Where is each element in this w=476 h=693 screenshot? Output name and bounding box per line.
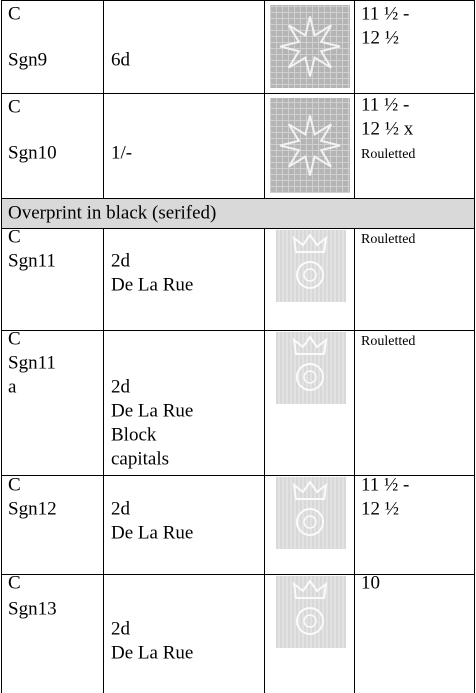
watermark-image — [270, 5, 350, 88]
perforation-note: Rouletted — [361, 334, 415, 349]
stamp-code: Sgn9 — [8, 49, 47, 70]
perforation-note: Rouletted — [361, 232, 415, 247]
stamp-value: De La Rue — [111, 274, 193, 295]
stamp-value: 2d — [111, 498, 131, 519]
stamp-code: C — [8, 474, 21, 495]
crown-outline — [292, 579, 328, 599]
stamp-code: C — [8, 572, 21, 593]
letter-outline — [296, 363, 324, 391]
stamp-value: 1/- — [111, 142, 132, 163]
image-bg — [276, 332, 346, 404]
section-heading: Overprint in black (serifed) — [8, 202, 216, 223]
letter-outline — [296, 508, 324, 536]
section-band — [1, 198, 474, 228]
perforation: 11 ½ - — [361, 94, 409, 115]
letter-outline — [296, 261, 324, 289]
stamp-value: 2d — [111, 250, 131, 271]
star-outline — [279, 115, 341, 176]
stamp-value: De La Rue — [111, 400, 193, 421]
stamp-value: De La Rue — [111, 642, 193, 663]
image-bg — [276, 576, 346, 648]
crown-outline — [292, 233, 328, 253]
stamp-value: Block — [111, 424, 157, 445]
letter-inner — [303, 614, 317, 628]
stamp-code: Sgn11 — [8, 250, 56, 271]
stamp-value: 6d — [111, 49, 131, 70]
letter-inner — [303, 268, 317, 282]
watermark-image — [270, 98, 350, 193]
stamp-code: Sgn10 — [8, 142, 57, 163]
letter-inner — [303, 370, 317, 384]
star-outline — [279, 16, 341, 77]
perforation: 10 — [361, 572, 380, 593]
stamp-code: Sgn12 — [8, 498, 57, 519]
image-bg — [276, 477, 346, 549]
perforation: 12 ½ — [361, 27, 399, 48]
stamp-code: a — [8, 376, 17, 397]
letter-inner — [303, 515, 317, 529]
watermark-image — [276, 477, 346, 549]
letter-outline — [296, 607, 324, 635]
stamp-value: capitals — [111, 448, 169, 469]
stamp-code: C — [8, 96, 21, 117]
perforation: 11 ½ - — [361, 3, 409, 24]
stamp-value: De La Rue — [111, 522, 193, 543]
crown-outline — [292, 480, 328, 500]
stamp-value: 2d — [111, 376, 131, 397]
stamp-code: C — [8, 3, 21, 24]
perforation: 12 ½ — [361, 498, 399, 519]
stamp-code: Sgn11 — [8, 352, 56, 373]
watermark-image — [276, 332, 346, 404]
stamp-value: 2d — [111, 618, 131, 639]
perforation: 11 ½ - — [361, 474, 409, 495]
image-bg — [276, 230, 346, 302]
perforation: 12 ½ x — [361, 118, 414, 139]
watermark-image — [276, 230, 346, 302]
crown-outline — [292, 335, 328, 355]
stamp-code: Sgn13 — [8, 598, 57, 619]
stamp-code: C — [8, 226, 21, 247]
perforation-note: Rouletted — [361, 147, 415, 162]
stamp-code: C — [8, 328, 21, 349]
watermark-image — [276, 576, 346, 648]
